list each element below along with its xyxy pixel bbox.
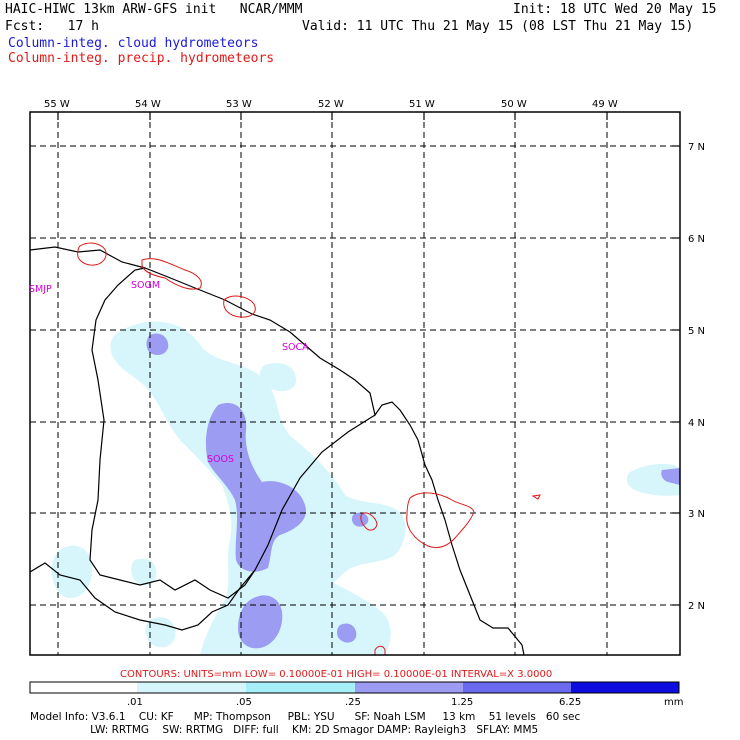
axis-ticks bbox=[57, 112, 680, 606]
lat-label: 7 N bbox=[688, 142, 705, 153]
lat-lon-grid bbox=[30, 112, 680, 655]
lat-label: 4 N bbox=[688, 418, 705, 429]
map-frame bbox=[29, 111, 681, 656]
colorbar-level: .05 bbox=[236, 697, 252, 708]
model-info-line2: LW: RRTMG SW: RRTMG DIFF: full KM: 2D Sm… bbox=[30, 724, 539, 736]
contour-info: CONTOURS: UNITS=mm LOW= 0.10000E-01 HIGH… bbox=[120, 669, 552, 680]
station-labels: SMJP SOGM SOCA SOOS bbox=[29, 280, 309, 465]
field-label-precip: Column-integ. precip. hydrometeors bbox=[8, 51, 275, 66]
valid-time: Valid: 11 UTC Thu 21 May 15 (08 LST Thu … bbox=[302, 19, 694, 34]
field-label-cloud: Column-integ. cloud hydrometeors bbox=[8, 36, 259, 51]
model-title: HAIC-HIWC 13km ARW-GFS init NCAR/MMM bbox=[5, 2, 303, 17]
colorbar-unit: mm bbox=[664, 697, 683, 708]
lon-label: 49 W bbox=[592, 99, 618, 110]
station-label: SMJP bbox=[29, 284, 52, 295]
precip-contours bbox=[77, 242, 541, 655]
colorbar-level: .01 bbox=[127, 697, 143, 708]
colorbar: .01 .05 .25 1.25 6.25 mm bbox=[29, 681, 683, 708]
lon-label: 55 W bbox=[44, 99, 70, 110]
colorbar-level: 1.25 bbox=[451, 697, 473, 708]
station-label: SOGM bbox=[131, 280, 160, 291]
colorbar-level: 6.25 bbox=[559, 697, 581, 708]
lon-label: 53 W bbox=[226, 99, 252, 110]
cloud-shading bbox=[51, 321, 680, 655]
lon-label: 54 W bbox=[135, 99, 161, 110]
station-label: SOCA bbox=[282, 342, 309, 353]
lat-label: 5 N bbox=[688, 326, 705, 337]
lat-label: 6 N bbox=[688, 234, 705, 245]
lat-label: 2 N bbox=[688, 601, 705, 612]
longitude-labels: 55 W 54 W 53 W 52 W 51 W 50 W 49 W bbox=[44, 99, 618, 110]
colorbar-level: .25 bbox=[345, 697, 361, 708]
init-time: Init: 18 UTC Wed 20 May 15 bbox=[513, 2, 717, 17]
station-label: SOOS bbox=[207, 454, 234, 465]
lon-label: 52 W bbox=[318, 99, 344, 110]
forecast-hour: Fcst: 17 h bbox=[5, 19, 99, 34]
lat-label: 3 N bbox=[688, 509, 705, 520]
coastline-borders bbox=[30, 246, 525, 655]
lon-label: 50 W bbox=[501, 99, 527, 110]
lon-label: 51 W bbox=[409, 99, 435, 110]
latitude-labels: 7 N 6 N 5 N 4 N 3 N 2 N bbox=[688, 142, 705, 612]
model-info-line1: Model Info: V3.6.1 CU: KF MP: Thompson P… bbox=[30, 711, 581, 723]
